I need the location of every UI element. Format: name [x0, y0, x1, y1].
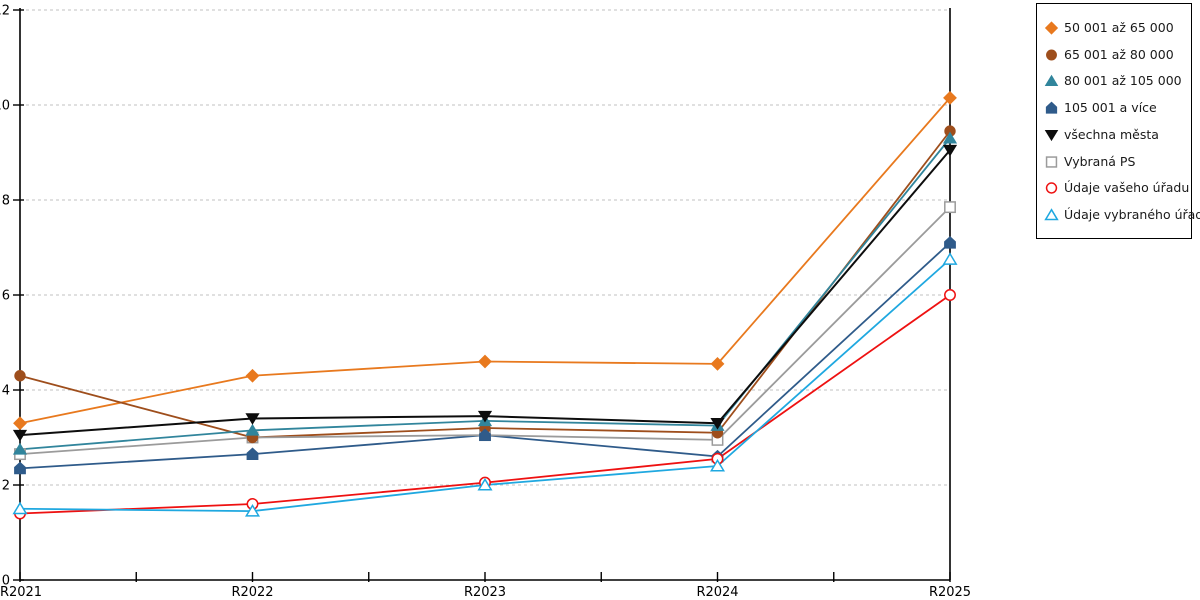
- legend-label: Údaje vašeho úřadu: [1064, 180, 1190, 196]
- y-tick-label: 12: [0, 4, 10, 19]
- legend-item: 65 001 až 80 000: [1044, 47, 1189, 62]
- x-tick-label: R2023: [464, 585, 506, 600]
- data-point-marker: [710, 356, 725, 371]
- legend-label: všechna města: [1064, 126, 1159, 142]
- data-point-marker: [942, 131, 958, 144]
- legend-label: Údaje vybraného úřadu: [1064, 207, 1200, 223]
- x-tick-label: R2024: [696, 585, 738, 600]
- triangle-up-marker-icon: [1044, 75, 1059, 87]
- data-point-marker: [12, 501, 28, 515]
- legend-item: Údaje vašeho úřadu: [1044, 180, 1189, 195]
- y-tick-label: 4: [2, 384, 10, 399]
- data-point-marker: [944, 289, 956, 301]
- pentagon-marker-icon: [1045, 101, 1058, 114]
- series-line: [19, 137, 951, 451]
- y-tick-label: 2: [2, 479, 10, 494]
- series-line: [19, 130, 951, 439]
- y-tick-label: 0: [2, 574, 10, 589]
- legend-item: všechna města: [1044, 127, 1189, 142]
- data-point-marker: [942, 252, 958, 265]
- data-point-marker: [943, 90, 957, 105]
- legend-item: 50 001 až 65 000: [1044, 20, 1189, 35]
- data-point-marker: [14, 370, 26, 382]
- series-line: [19, 97, 951, 425]
- circle-marker-icon: [1045, 182, 1058, 195]
- data-point-marker: [477, 410, 493, 423]
- legend-label: 105 001 a více: [1064, 100, 1157, 116]
- y-tick-label: 10: [0, 99, 10, 114]
- data-point-marker: [12, 429, 28, 442]
- data-point-marker: [1045, 101, 1058, 114]
- y-tick-label: 6: [2, 289, 10, 304]
- x-tick-label: R2022: [231, 585, 273, 600]
- data-point-marker: [13, 416, 27, 431]
- data-point-marker: [478, 354, 492, 369]
- legend-item: 80 001 až 105 000: [1044, 73, 1189, 88]
- x-tick-label: R2021: [0, 585, 42, 600]
- legend-label: 80 001 až 105 000: [1064, 73, 1182, 89]
- legend-item: Vybraná PS: [1044, 154, 1189, 169]
- data-point-marker: [1045, 182, 1058, 195]
- data-point-marker: [1046, 49, 1057, 60]
- legend-item: 105 001 a více: [1044, 100, 1189, 115]
- data-point-marker: [477, 477, 493, 491]
- data-point-marker: [944, 201, 956, 214]
- data-point-marker: [1044, 21, 1059, 35]
- data-point-marker: [14, 461, 26, 475]
- data-point-marker: [244, 504, 261, 517]
- square-marker-icon: [1045, 155, 1058, 168]
- line-chart: 0 2 4 6 8 10 12 R2021 R2022 R2023 R2024 R2025: [0, 4, 971, 600]
- legend-label: 65 001 až 80 000: [1064, 46, 1174, 62]
- data-point-marker: [709, 458, 726, 472]
- y-tick-label: 8: [2, 194, 10, 209]
- triangle-down-marker-icon: [1044, 129, 1059, 141]
- triangle-up-marker-icon: [1044, 208, 1059, 221]
- legend-label: 50 001 až 65 000: [1064, 19, 1174, 35]
- data-point-marker: [1045, 155, 1058, 168]
- series-line: [19, 258, 951, 513]
- data-point-marker: [942, 144, 958, 157]
- legend-label: Vybraná PS: [1064, 153, 1136, 169]
- x-tick-label: R2025: [929, 585, 971, 600]
- data-point-marker: [944, 236, 956, 249]
- data-point-marker: [479, 428, 491, 442]
- circle-marker-icon: [1046, 49, 1057, 60]
- data-point-marker: [1044, 208, 1059, 221]
- diamond-marker-icon: [1044, 21, 1059, 35]
- chart-legend: 50 001 až 65 000 65 001 až 80 000 80 001 a…: [1036, 3, 1200, 239]
- data-point-marker: [245, 423, 260, 436]
- data-point-marker: [1044, 129, 1059, 141]
- data-point-marker: [245, 413, 260, 425]
- data-point-marker: [1044, 75, 1059, 87]
- data-point-marker: [12, 442, 28, 455]
- data-point-marker: [246, 447, 259, 461]
- data-point-marker: [710, 417, 725, 430]
- legend-item: Údaje vybraného úřadu: [1044, 207, 1200, 222]
- data-point-marker: [245, 368, 260, 383]
